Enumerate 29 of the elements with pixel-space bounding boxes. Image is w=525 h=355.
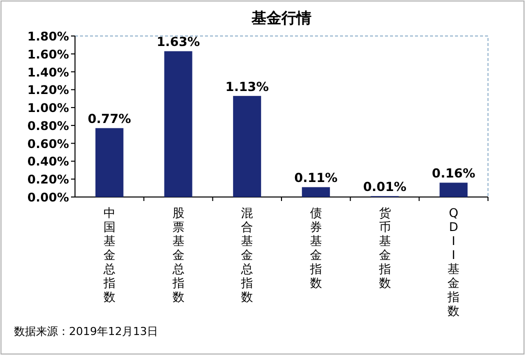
y-tick-label: 0.40% <box>27 154 69 169</box>
x-tick-label: 债券基金指数 <box>308 206 322 290</box>
data-label: 0.77% <box>88 111 132 126</box>
bar <box>440 182 468 197</box>
bar <box>302 187 330 197</box>
y-tick-label: 1.20% <box>27 83 69 98</box>
chart-title: 基金行情 <box>250 9 312 27</box>
bar <box>95 128 124 197</box>
y-tick-label: 1.00% <box>27 101 69 116</box>
x-tick-label: QDII基金指数 <box>446 206 460 318</box>
x-tick-label: 股票基金总指数 <box>171 206 184 304</box>
bar <box>233 96 262 197</box>
y-tick-label: 0.80% <box>27 118 69 133</box>
y-tick-label: 1.60% <box>27 47 69 62</box>
bar <box>164 51 192 197</box>
y-tick-label: 0.20% <box>27 172 69 187</box>
source-note: 数据来源：2019年12月13日 <box>14 325 158 338</box>
x-tick-label: 混合基金总指数 <box>240 206 254 304</box>
y-tick-label: 1.80% <box>27 30 69 44</box>
x-tick-label: 中国基金总指数 <box>102 206 116 304</box>
data-label: 1.63% <box>156 34 200 50</box>
y-tick-label: 0.00% <box>27 190 69 204</box>
y-tick-label: 0.60% <box>27 136 69 151</box>
data-label: 0.11% <box>294 170 338 186</box>
x-tick-label: 货币基金指数 <box>378 206 391 290</box>
data-label: 0.16% <box>432 166 476 181</box>
data-label: 1.13% <box>225 78 270 94</box>
data-label: 0.01% <box>363 179 407 194</box>
y-tick-label: 1.40% <box>27 65 69 80</box>
